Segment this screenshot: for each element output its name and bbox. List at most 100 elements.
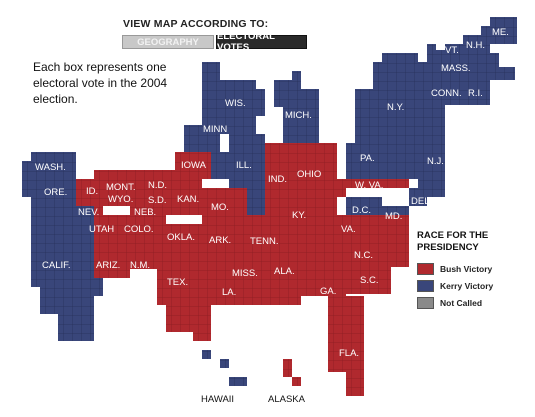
state-georgia[interactable]	[301, 251, 346, 296]
state-north-carolina[interactable]	[337, 240, 409, 267]
state-delaware[interactable]	[409, 188, 427, 206]
legend-label-kerry: Kerry Victory	[440, 281, 494, 291]
state-alaska[interactable]	[283, 359, 301, 386]
state-new-hampshire[interactable]	[463, 35, 490, 53]
state-arizona[interactable]	[94, 242, 130, 278]
label-mass: MASS.	[441, 63, 471, 74]
label-mont: MONT.	[106, 182, 136, 193]
state-montana[interactable]	[103, 170, 139, 188]
state-california[interactable]	[31, 206, 103, 341]
state-connecticut[interactable]	[427, 80, 463, 105]
label-okla: OKLA.	[167, 232, 195, 243]
state-washington[interactable]	[22, 152, 76, 179]
state-massachusetts[interactable]	[436, 53, 515, 80]
state-new-york[interactable]	[355, 44, 436, 143]
legend-kerry: Kerry Victory	[417, 279, 493, 293]
label-ky: KY.	[292, 210, 306, 221]
state-wisconsin[interactable]	[220, 80, 265, 134]
legend-swatch-not-called	[417, 297, 434, 309]
state-idaho[interactable]	[76, 170, 103, 197]
legend-swatch-bush	[417, 263, 434, 275]
label-tenn: TENN.	[250, 236, 279, 247]
label-mo: MO.	[211, 202, 229, 213]
state-louisiana[interactable]	[211, 278, 265, 305]
label-colo: COLO.	[124, 224, 154, 235]
tab-geography[interactable]: GEOGRAPHY	[122, 35, 214, 49]
label-hawaii: HAWAII	[201, 394, 235, 405]
state-kentucky[interactable]	[265, 197, 337, 233]
label-del: DEL.	[411, 196, 432, 207]
label-md: MD.	[385, 211, 402, 222]
state-oregon[interactable]	[22, 179, 76, 206]
label-ohio: OHIO	[297, 169, 321, 180]
state-missouri[interactable]	[202, 188, 265, 233]
legend-label-bush: Bush Victory	[440, 264, 493, 274]
label-wis: WIS.	[225, 98, 246, 109]
legend-title-line1: RACE FOR THE	[417, 230, 489, 241]
state-south-dakota[interactable]	[139, 188, 166, 197]
label-nd: N.D.	[148, 180, 167, 191]
label-fla: FLA.	[339, 348, 359, 359]
label-la: LA.	[222, 287, 236, 298]
label-ill: ILL.	[236, 160, 252, 171]
state-rhode-island[interactable]	[463, 80, 490, 105]
state-pennsylvania[interactable]	[346, 119, 418, 179]
legend-title: RACE FOR THE PRESIDENCY	[417, 230, 488, 254]
label-dc: D.C.	[352, 205, 371, 216]
legend-label-not-called: Not Called	[440, 298, 483, 308]
label-nev: NEV.	[78, 207, 99, 218]
label-calif: CALIF.	[42, 260, 71, 271]
state-illinois[interactable]	[229, 134, 265, 215]
label-nh: N.H.	[466, 40, 485, 51]
legend-title-line2: PRESIDENCY	[417, 242, 479, 253]
state-iowa[interactable]	[175, 152, 211, 179]
tab-electoral-votes[interactable]: ELECTORAL VOTES	[216, 31, 307, 53]
state-hawaii[interactable]	[202, 350, 247, 386]
label-ariz: ARIZ.	[96, 260, 120, 271]
state-west-virginia[interactable]	[337, 179, 409, 197]
label-vt: VT.	[445, 45, 459, 56]
label-minn: MINN	[203, 124, 227, 135]
view-map-title: VIEW MAP ACCORDING TO:	[123, 18, 269, 30]
label-ga: GA.	[320, 286, 336, 297]
state-dc[interactable]	[346, 197, 382, 215]
label-conn: CONN.	[431, 88, 462, 99]
state-indiana[interactable]	[265, 143, 292, 197]
label-id: ID.	[86, 186, 98, 197]
label-alaska: ALASKA	[268, 394, 305, 405]
legend-bush: Bush Victory	[417, 262, 492, 276]
label-wash: WASH.	[35, 162, 66, 173]
state-minnesota[interactable]	[184, 62, 229, 179]
label-wyo: WYO.	[108, 194, 133, 205]
state-ohio[interactable]	[292, 143, 337, 197]
label-nc: N.C.	[354, 250, 373, 261]
label-sc: S.C.	[360, 275, 378, 286]
label-wva: W. VA.	[355, 180, 383, 191]
label-neb: NEB.	[134, 207, 156, 218]
label-pa: PA.	[360, 153, 375, 164]
label-me: ME.	[492, 27, 509, 38]
state-colorado[interactable]	[121, 215, 166, 242]
state-michigan[interactable]	[274, 71, 319, 143]
label-ark: ARK.	[209, 235, 231, 246]
state-florida[interactable]	[328, 296, 364, 396]
label-sd: S.D.	[148, 195, 166, 206]
label-kan: KAN.	[177, 194, 199, 205]
label-miss: MISS.	[232, 268, 258, 279]
state-south-carolina[interactable]	[346, 267, 391, 294]
state-alabama[interactable]	[265, 251, 301, 305]
label-iowa: IOWA	[181, 160, 207, 171]
state-wyoming[interactable]	[103, 188, 139, 206]
label-ny: N.Y.	[387, 102, 404, 113]
label-ore: ORE.	[44, 187, 67, 198]
state-labels: ME. N.H. VT. MASS. CONN. R.I. N.Y. PA. N…	[35, 27, 509, 359]
label-va: VA.	[341, 224, 356, 235]
label-mich: MICH.	[285, 110, 312, 121]
label-nm: N.M.	[130, 260, 150, 271]
label-ri: R.I.	[468, 88, 483, 99]
state-north-dakota[interactable]	[139, 170, 175, 188]
label-nj: N.J.	[427, 156, 444, 167]
label-utah: UTAH	[89, 224, 114, 235]
state-texas[interactable]	[157, 251, 211, 341]
